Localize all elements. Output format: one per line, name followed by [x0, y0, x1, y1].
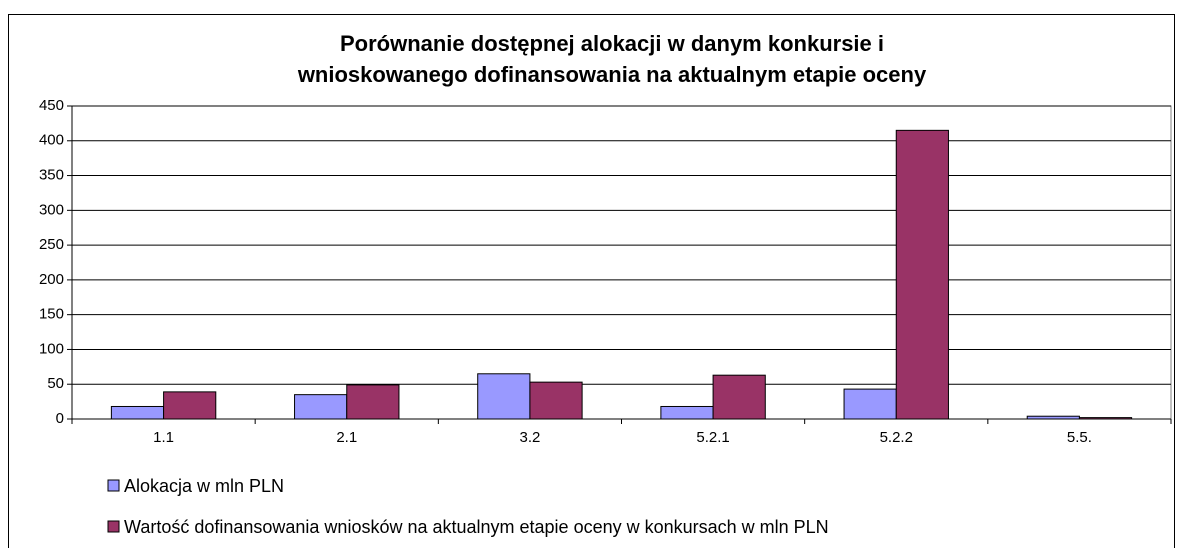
bar [477, 373, 531, 420]
x-tick-label: 2.1 [336, 429, 357, 446]
bar [895, 129, 949, 420]
y-tick-label: 300 [39, 201, 64, 218]
bar [660, 405, 714, 420]
bar [163, 391, 217, 420]
y-tick-label: 150 [39, 306, 64, 323]
bar [843, 388, 897, 420]
y-tick-label: 350 [39, 167, 64, 184]
chart-title: Porównanie dostępnej alokacji w danym ko… [340, 31, 884, 56]
bar [346, 384, 400, 420]
x-tick-label: 5.5. [1067, 429, 1092, 446]
x-tick-label: 5.2.1 [696, 429, 729, 446]
plot-area [71, 105, 1172, 420]
legend-swatch [107, 520, 120, 533]
x-tick-label: 3.2 [519, 429, 540, 446]
bar [294, 394, 348, 420]
legend-label: Wartość dofinansowania wniosków na aktua… [124, 517, 829, 537]
y-tick-label: 200 [39, 271, 64, 288]
legend-label: Alokacja w mln PLN [124, 476, 284, 496]
bar [110, 405, 165, 420]
y-tick-label: 250 [39, 236, 64, 253]
chart-title: wnioskowanego dofinansowania na aktualny… [297, 62, 927, 87]
legend-swatch [107, 479, 120, 492]
x-tick-label: 1.1 [153, 429, 174, 446]
y-tick-label: 0 [56, 410, 64, 427]
x-tick-label: 5.2.2 [880, 429, 913, 446]
y-tick-label: 100 [39, 340, 64, 357]
y-tick-label: 50 [47, 375, 64, 392]
y-tick-label: 400 [39, 132, 64, 149]
bar [712, 374, 766, 420]
y-tick-label: 450 [39, 97, 64, 114]
bar [529, 381, 583, 420]
